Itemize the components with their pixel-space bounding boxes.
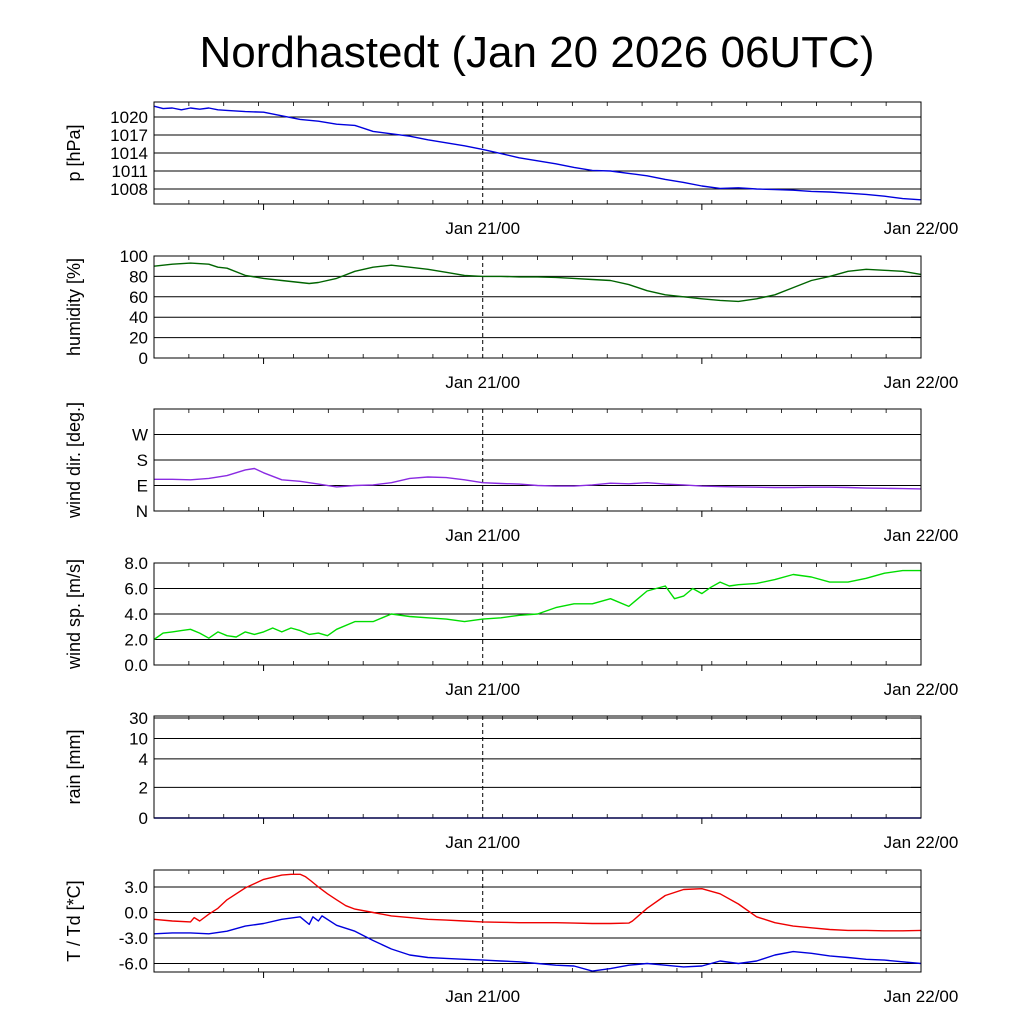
- x-tick-label: Jan 21/00: [445, 219, 520, 238]
- y-tick-label: 2.0: [124, 631, 148, 650]
- series-line-wind-direction: [154, 467, 922, 490]
- y-tick-label: 0: [139, 809, 148, 828]
- x-tick-label: Jan 22/00: [884, 987, 959, 1006]
- y-tick-label: 1014: [110, 144, 148, 163]
- x-tick-label: Jan 21/00: [445, 680, 520, 699]
- y-tick-label: 1008: [110, 180, 148, 199]
- panel-frame: [153, 408, 922, 512]
- y-axis-label: humidity [%]: [64, 258, 84, 356]
- panel-frame: [153, 715, 922, 819]
- y-tick-label: N: [136, 502, 148, 521]
- panel-frame: [153, 562, 922, 666]
- y-tick-label: 3.0: [124, 878, 148, 897]
- y-tick-label: 10: [129, 729, 148, 748]
- y-tick-label: S: [137, 451, 148, 470]
- y-axis-label: wind dir. [deg.]: [64, 402, 84, 519]
- y-tick-label: -3.0: [119, 929, 148, 948]
- x-tick-label: Jan 22/00: [884, 219, 959, 238]
- x-tick-label: Jan 22/00: [884, 526, 959, 545]
- y-tick-label: 60: [129, 288, 148, 307]
- x-tick-label: Jan 21/00: [445, 833, 520, 852]
- y-tick-label: W: [132, 426, 148, 445]
- y-axis-label: T / Td [*C]: [64, 880, 84, 961]
- chart-title: Nordhastedt (Jan 20 2026 06UTC): [199, 28, 874, 77]
- y-tick-label: 0.0: [124, 904, 148, 923]
- y-tick-label: 6.0: [124, 580, 148, 599]
- y-tick-label: 30: [129, 709, 148, 728]
- y-tick-label: 8.0: [124, 554, 148, 573]
- y-tick-label: 1011: [111, 162, 148, 181]
- y-tick-label: 20: [129, 329, 148, 348]
- series-line-t: [153, 873, 922, 932]
- y-tick-label: E: [137, 477, 148, 496]
- series-line-pressure: [153, 105, 922, 201]
- panel-frame: [153, 255, 922, 359]
- y-tick-label: 0: [139, 349, 148, 368]
- panel-frame: [153, 869, 922, 973]
- y-tick-label: 40: [129, 308, 148, 327]
- y-tick-label: 4.0: [124, 605, 148, 624]
- y-tick-label: 0.0: [124, 656, 148, 675]
- y-tick-label: 80: [129, 267, 148, 286]
- x-tick-label: Jan 21/00: [445, 526, 520, 545]
- x-tick-label: Jan 22/00: [884, 373, 959, 392]
- panel-frame: [153, 101, 922, 205]
- x-tick-label: Jan 21/00: [445, 987, 520, 1006]
- series-line-td: [153, 915, 922, 972]
- y-tick-label: 4: [139, 750, 148, 769]
- x-tick-label: Jan 21/00: [445, 373, 520, 392]
- y-tick-label: -6.0: [119, 955, 148, 974]
- series-line-humidity: [153, 262, 922, 303]
- x-tick-label: Jan 22/00: [884, 833, 959, 852]
- y-tick-label: 1017: [110, 126, 148, 145]
- panel-wind_speed: 8.0 6.0 4.0 2.0 0.0 Jan 21/00 Jan 22/00 wind sp…: [64, 554, 958, 699]
- y-tick-label: 100: [120, 247, 148, 266]
- x-tick-label: Jan 22/00: [884, 680, 959, 699]
- y-tick-label: 1020: [110, 108, 148, 127]
- series-line-wind-speed: [153, 569, 921, 641]
- y-axis-label: p [hPa]: [64, 124, 84, 181]
- panel-temperature: 3.0 0.0 -3.0 -6.0 Jan 21/00 Jan 22/00 T / Td […: [64, 869, 959, 1006]
- y-axis-label: rain [mm]: [64, 729, 84, 804]
- y-axis-label: wind sp. [m/s]: [64, 559, 84, 670]
- y-tick-label: 2: [139, 778, 148, 797]
